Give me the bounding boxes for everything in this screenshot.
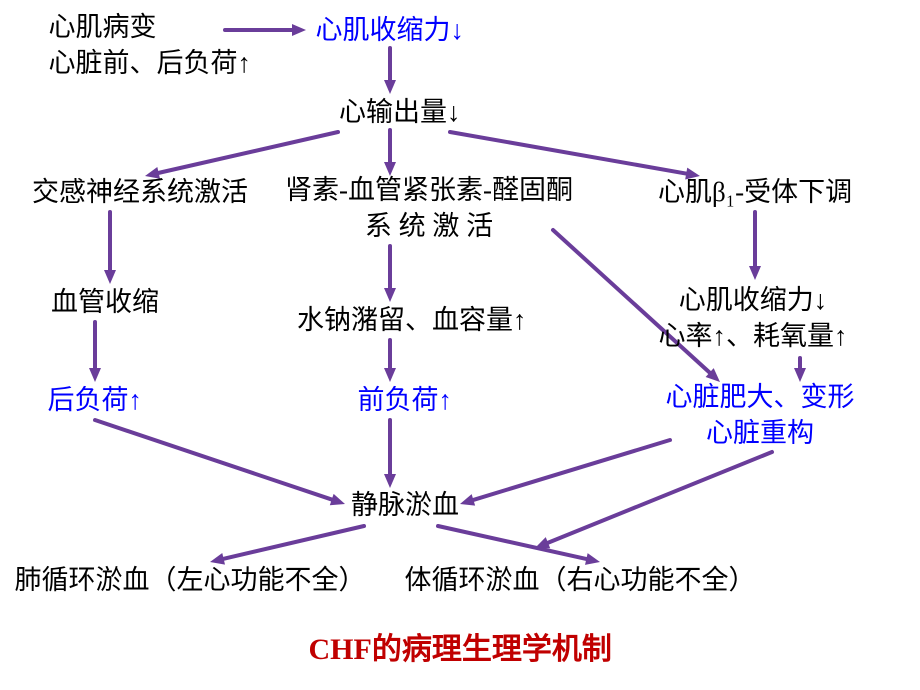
- node-n2: 心肌收缩力↓: [316, 12, 465, 48]
- node-n14: 肺循环淤血（左心功能不全）: [15, 562, 366, 598]
- node-n11: 前负荷↑: [358, 382, 453, 418]
- node-n1: 心肌病变心脏前、后负荷↑: [49, 9, 252, 82]
- node-n13: 静脉淤血: [351, 487, 459, 523]
- node-n8: 水钠潴留、血容量↑: [297, 302, 527, 338]
- node-n7: 血管收缩: [51, 284, 159, 320]
- node-n5: 肾素-血管紧张素-醛固酮系 统 激 活: [285, 172, 573, 245]
- node-n12: 心脏肥大、变形心脏重构: [666, 379, 855, 452]
- node-n6: 心肌β₁-受体下调: [658, 174, 852, 210]
- node-n3: 心输出量↓: [339, 94, 461, 130]
- node-n15: 体循环淤血（右心功能不全）: [405, 562, 756, 598]
- diagram-title: CHF的病理生理学机制: [309, 630, 612, 671]
- node-n4: 交感神经系统激活: [32, 174, 248, 210]
- node-n9: 心肌收缩力↓心率↑、耗氧量↑: [659, 282, 848, 355]
- node-n10: 后负荷↑: [48, 382, 143, 418]
